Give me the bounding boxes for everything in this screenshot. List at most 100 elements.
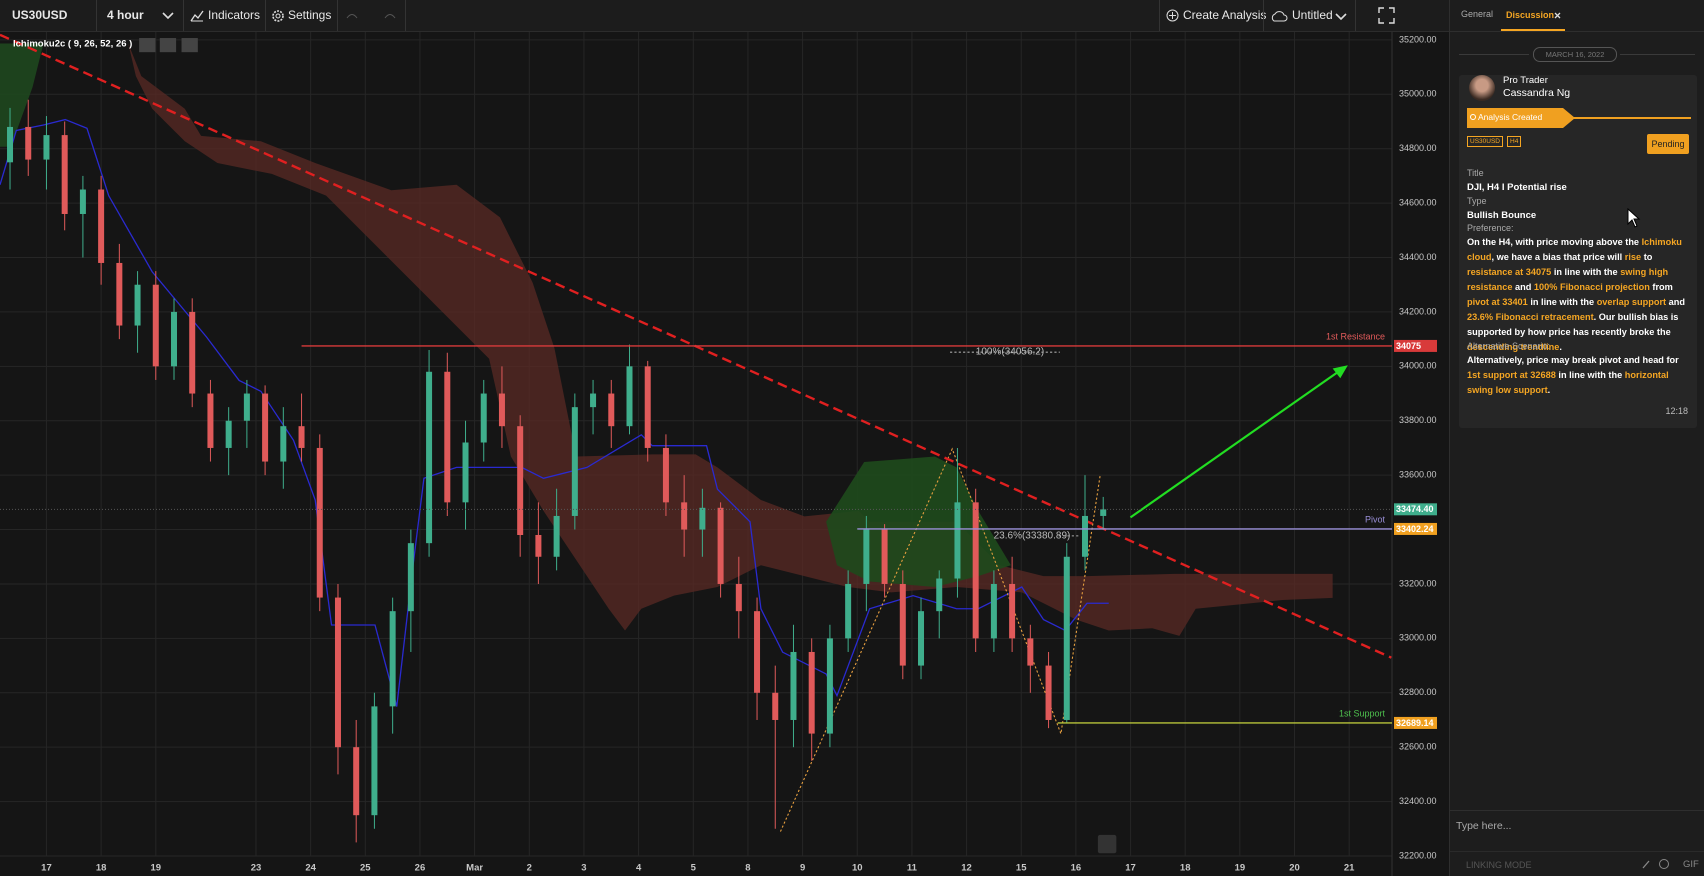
indicator-eye[interactable] (139, 38, 156, 53)
toolbar: US30USD 4 hour Indicators Settings Creat… (0, 0, 1449, 32)
text: from (1649, 282, 1673, 292)
candle-body (1045, 665, 1052, 720)
field-value: DJI, H4 I Potential rise (1467, 182, 1567, 193)
side-panel: General Discussion MARCH 16, 2022 Pro Tr… (1449, 0, 1704, 876)
message-input[interactable]: Type here... (1456, 820, 1512, 832)
candle-body (1027, 638, 1034, 666)
preference-text: On the H4, with price moving above the I… (1467, 235, 1691, 355)
y-tick-label: 32600.00 (1399, 742, 1437, 752)
candle-body (517, 426, 524, 535)
candle-body (571, 407, 578, 516)
x-tick-label: Mar (466, 863, 483, 874)
x-tick-label: 18 (1180, 863, 1191, 874)
indicators-icon (190, 10, 204, 22)
candle-body (808, 651, 815, 734)
field-label: Type (1467, 196, 1487, 206)
candle-body (735, 583, 742, 612)
candle-body (189, 311, 196, 394)
highlight-text: horizontal swing low support (1467, 370, 1669, 395)
x-tick-label: 3 (581, 863, 586, 874)
text: Alternatively, price may break pivot and… (1467, 355, 1679, 365)
alternative-text: Alternatively, price may break pivot and… (1467, 353, 1691, 398)
cloud-top-left (0, 43, 44, 147)
tab[interactable]: General (1461, 9, 1494, 19)
candle-body (608, 393, 615, 427)
indicator-settings[interactable] (159, 38, 177, 53)
x-tick-label: 23 (251, 863, 262, 874)
create-icon (1166, 9, 1179, 22)
candle-body (662, 447, 669, 503)
create-analysis[interactable]: Create Analysis (1183, 8, 1267, 22)
text: and (1666, 297, 1686, 307)
highlight-text: descending trendline (1467, 342, 1560, 352)
text: , we have a bias that price will (1491, 252, 1625, 262)
candle-body (171, 311, 177, 367)
candle-body (972, 502, 979, 639)
indicators-button[interactable]: Indicators (208, 8, 261, 22)
role: Pro Trader (1503, 75, 1548, 86)
candle-body (207, 393, 214, 448)
candle-body (280, 426, 287, 462)
close-tab[interactable] (1554, 12, 1561, 19)
x-tick-label: 24 (305, 863, 316, 874)
highlight-text: overlap support (1596, 297, 1667, 307)
text: On the H4, with price moving above the (1467, 237, 1642, 247)
candle-body (7, 126, 14, 163)
candle-body (43, 135, 50, 160)
y-tick-label: 34000.00 (1399, 361, 1437, 371)
tab-active[interactable]: Discussion (1506, 10, 1555, 20)
text: . (1547, 385, 1551, 395)
candle-body (98, 189, 105, 263)
pending-button[interactable]: Pending (1647, 134, 1689, 154)
arrow-head (1332, 365, 1348, 379)
candle-body (881, 529, 888, 584)
candle-body (1100, 509, 1107, 516)
candle-body (334, 597, 341, 748)
candle-body (116, 262, 123, 326)
x-tick-label: 19 (1235, 863, 1246, 874)
x-tick-label: 17 (1125, 863, 1136, 874)
text: and (1512, 282, 1534, 292)
level-value: 33402.24 (1396, 524, 1434, 534)
y-tick-label: 33200.00 (1399, 578, 1437, 588)
settings-button[interactable]: Settings (288, 8, 332, 22)
indicator-delete[interactable] (181, 38, 198, 53)
candle-body (699, 507, 706, 530)
fullscreen[interactable] (1378, 7, 1395, 24)
interval[interactable]: 4 hour (107, 8, 144, 22)
chevron (162, 12, 174, 20)
candle-body (772, 692, 779, 720)
candle-body (863, 529, 870, 584)
x-tick-label: 11 (907, 863, 918, 874)
y-tick-label: 34600.00 (1399, 197, 1437, 207)
fib-label: 100%(34056.2) (976, 347, 1044, 358)
status-banner (1467, 108, 1691, 128)
status: Analysis Created (1478, 112, 1543, 122)
bulb-button[interactable] (1097, 834, 1117, 854)
highlight-text: 100% Fibonacci projection (1533, 282, 1650, 292)
chevron (1335, 13, 1347, 21)
symbol[interactable]: US30USD (12, 8, 68, 22)
undo-redo[interactable] (344, 10, 404, 22)
level-value: 34075 (1396, 341, 1421, 351)
candle-body (389, 611, 396, 707)
field-value: Bullish Bounce (1467, 210, 1537, 221)
linking-mode[interactable]: LINKING MODE (1466, 860, 1532, 870)
tag: H4 (1507, 136, 1522, 147)
x-tick-label: 4 (636, 863, 642, 874)
x-tick-label: 21 (1344, 863, 1355, 874)
analysis-card: Pro Trader Cassandra Ng Analysis Created… (1459, 75, 1697, 428)
candle-body (681, 502, 688, 530)
level-value: 32689.14 (1396, 718, 1434, 728)
candle-body (444, 371, 451, 503)
x-tick-label: 19 (150, 863, 161, 874)
x-tick-label: 15 (1016, 863, 1027, 874)
highlight-text: rise (1624, 252, 1642, 262)
layout-name[interactable]: Untitled (1292, 8, 1333, 22)
gif-button[interactable]: GIF (1683, 859, 1699, 870)
input-icons[interactable] (1640, 858, 1678, 870)
cursor (1627, 208, 1641, 228)
cloud-bear (128, 43, 1333, 636)
x-tick-label: 20 (1289, 863, 1300, 874)
candle-body (225, 420, 232, 448)
